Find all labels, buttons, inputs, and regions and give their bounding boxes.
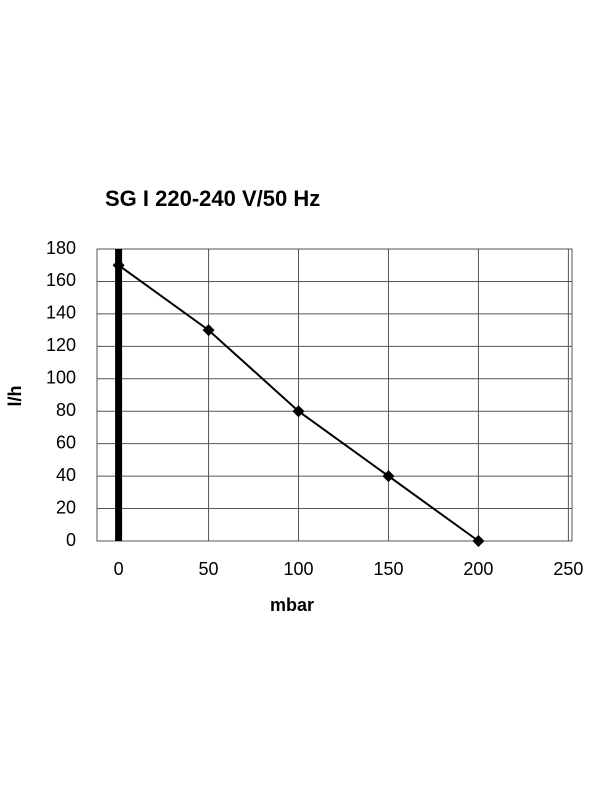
y-tick-label: 120	[46, 335, 76, 355]
x-axis-label: mbar	[270, 595, 314, 615]
x-tick-label: 50	[199, 559, 219, 579]
y-tick-label: 140	[46, 303, 76, 323]
y-tick-label: 180	[46, 238, 76, 258]
y-tick-label: 20	[56, 497, 76, 517]
x-tick-label: 150	[373, 559, 403, 579]
x-tick-label: 200	[463, 559, 493, 579]
x-tick-label: 0	[114, 559, 124, 579]
y-tick-label: 100	[46, 368, 76, 388]
marker	[472, 535, 485, 547]
marker	[112, 259, 125, 272]
y-tick-label: 0	[66, 530, 76, 550]
plot-area	[96, 248, 573, 542]
chart-title: SG I 220-240 V/50 Hz	[105, 186, 320, 211]
marker	[202, 324, 215, 337]
marker	[382, 470, 395, 483]
y-tick-label: 60	[56, 432, 76, 452]
marker	[292, 405, 305, 418]
y-tick-label: 80	[56, 400, 76, 420]
y-tick-label: 40	[56, 465, 76, 485]
x-tick-label: 250	[553, 559, 583, 579]
y-tick-label: 160	[46, 270, 76, 290]
x-tick-label: 100	[283, 559, 313, 579]
y-axis-label: l/h	[5, 386, 25, 407]
